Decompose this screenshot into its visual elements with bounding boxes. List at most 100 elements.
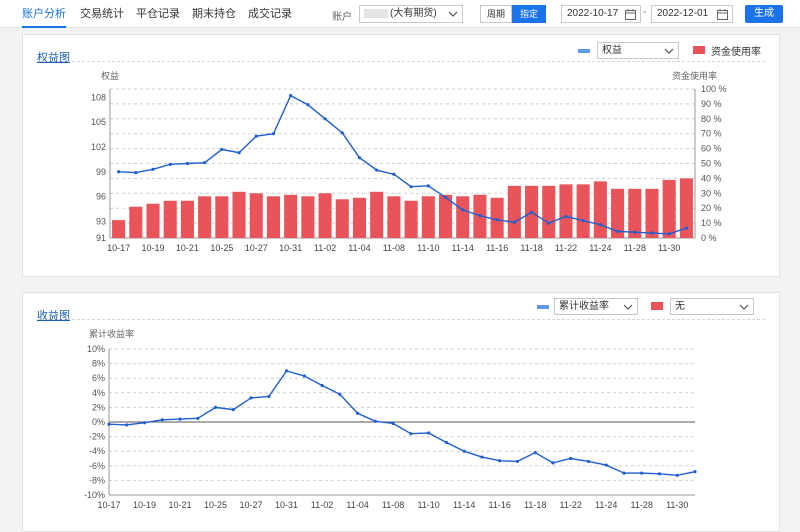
right-tick-label: 100 % <box>701 84 727 94</box>
start-date-input[interactable]: 2022-10-17 <box>561 5 641 23</box>
y-tick-label: 10% <box>87 344 105 354</box>
tab-trade-stats[interactable]: 交易统计 <box>80 8 124 20</box>
legend-bar-swatch <box>693 46 705 54</box>
x-tick-label: 11-10 <box>417 243 439 253</box>
bar <box>232 191 246 238</box>
bar <box>645 188 659 238</box>
equity-point <box>598 223 602 227</box>
equity-chart: 权益 资金使用率 0 % 10 % 20 % 30 % 40 % 50 % 60 % 70 %… <box>91 70 727 253</box>
chevron-down-icon <box>623 304 633 310</box>
x-tick-label: 10-21 <box>169 500 192 510</box>
return-point <box>551 461 555 465</box>
equity-point <box>323 117 327 121</box>
equity-point <box>357 156 362 160</box>
return-point <box>142 421 147 425</box>
equity-point <box>392 172 396 176</box>
return-point <box>320 383 324 388</box>
return-point <box>657 472 662 476</box>
x-tick-label: 11-08 <box>382 500 404 510</box>
return-point <box>693 470 697 474</box>
second-series-select[interactable]: 无 <box>670 298 754 315</box>
bar <box>507 185 521 238</box>
return-series-value: 累计收益率 <box>559 301 609 312</box>
end-date-value: 2022-12-01 <box>657 8 709 19</box>
bar <box>352 197 367 238</box>
bar <box>559 184 573 238</box>
equity-series-select[interactable]: 权益 <box>597 42 679 59</box>
return-point <box>267 394 271 399</box>
equity-point <box>684 226 688 230</box>
y-tick-label: 6% <box>92 373 105 383</box>
return-point <box>409 432 413 436</box>
return-point <box>480 455 484 459</box>
y-tick-label: 2% <box>92 402 105 412</box>
return-point <box>498 459 502 463</box>
return-point <box>125 423 129 427</box>
equity-point <box>375 168 379 172</box>
bar <box>576 184 590 238</box>
bar <box>490 197 504 238</box>
return-point <box>249 396 253 400</box>
equity-point <box>340 131 344 135</box>
end-date-input[interactable]: 2022-12-01 <box>651 5 733 23</box>
chevron-down-icon <box>739 304 749 310</box>
left-tick-label: 99 <box>96 167 106 177</box>
return-point <box>107 422 111 426</box>
divider <box>37 319 765 320</box>
return-point <box>302 374 306 378</box>
right-tick-label: 80 % <box>701 114 722 124</box>
x-tick-label: 10-21 <box>176 243 199 253</box>
redacted-account-name <box>364 8 388 18</box>
period-cycle-button[interactable]: 周期 <box>480 5 512 23</box>
y-tick-label: -8% <box>89 475 105 485</box>
account-select[interactable]: (大有期货) <box>359 5 463 23</box>
return-point <box>427 431 431 435</box>
x-tick-label: 11-14 <box>452 243 474 253</box>
second-series-value: 无 <box>675 301 685 312</box>
equity-panel-title[interactable]: 权益图 <box>37 52 70 64</box>
equity-point <box>512 220 516 224</box>
return-point <box>515 459 520 464</box>
x-tick-label: 10-19 <box>141 243 164 253</box>
bar <box>198 196 212 238</box>
x-tick-label: 10-31 <box>279 243 302 253</box>
equity-panel: 权益图 权益 资金使用率 权益 资金使用率 0 % 10 % 20 % 30 % 40 … <box>22 34 780 277</box>
equity-point <box>667 232 671 236</box>
right-tick-label: 40 % <box>701 173 722 183</box>
bar <box>593 181 607 238</box>
return-point <box>356 411 360 415</box>
tab-end-positions[interactable]: 期末持仓 <box>192 8 236 20</box>
left-tick-label: 102 <box>91 142 106 152</box>
x-tick-label: 11-28 <box>631 500 653 510</box>
period-custom-button[interactable]: 指定 <box>512 5 546 23</box>
right-tick-label: 70 % <box>701 129 722 139</box>
equity-point <box>117 170 121 174</box>
return-point <box>569 456 573 461</box>
calendar-icon <box>625 9 636 20</box>
legend-bar-label: 资金使用率 <box>711 47 761 58</box>
y-tick-label: -10% <box>84 490 105 500</box>
equity-point <box>633 230 637 234</box>
x-tick-label: 11-04 <box>346 500 368 510</box>
bar <box>284 194 298 238</box>
equity-point <box>615 229 620 233</box>
y-tick-label: -4% <box>89 446 105 456</box>
tab-fill-records[interactable]: 成交记录 <box>248 8 292 20</box>
equity-point <box>581 219 585 223</box>
right-tick-label: 50 % <box>701 159 722 169</box>
bar <box>387 196 401 238</box>
equity-point <box>203 161 207 165</box>
tab-account-analysis[interactable]: 账户分析 <box>22 0 66 28</box>
tab-close-records[interactable]: 平仓记录 <box>136 8 180 20</box>
bar <box>662 179 676 238</box>
return-point <box>196 416 200 420</box>
right-tick-label: 90 % <box>701 99 722 109</box>
return-panel-title[interactable]: 收益图 <box>37 310 70 322</box>
return-point <box>640 471 644 475</box>
return-panel: 收益图 累计收益率 无 累计收益率 -10% -8% -6% -4% -2% 0% 2% 4%… <box>22 292 780 532</box>
x-tick-label: 10-19 <box>133 500 156 510</box>
generate-button[interactable]: 生成 <box>745 5 783 23</box>
bar <box>438 194 453 238</box>
return-point <box>622 471 626 475</box>
return-series-select[interactable]: 累计收益率 <box>554 298 638 315</box>
